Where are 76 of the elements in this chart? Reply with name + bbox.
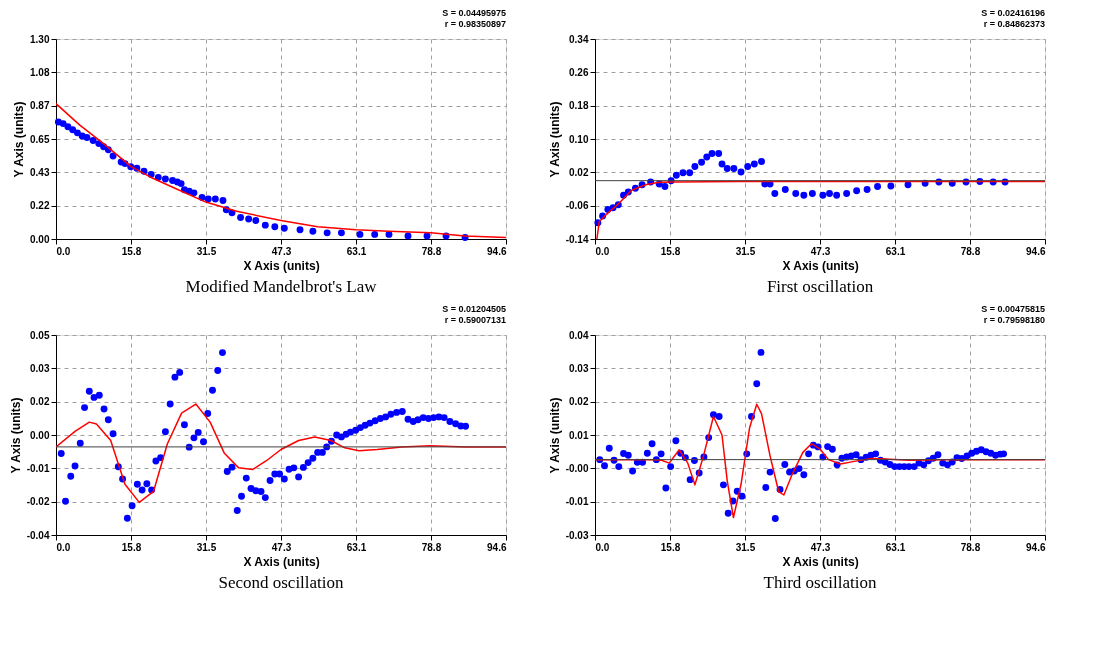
x-tick-label: 94.6	[487, 245, 507, 257]
text: r = 0.84862373	[983, 19, 1045, 29]
x-tick-label: 15.8	[121, 245, 142, 257]
x-tick-label: 47.3	[271, 245, 292, 257]
x-tick-label: 0.0	[56, 245, 71, 257]
x-tick-label: 31.5	[735, 245, 756, 257]
y-tick-label: 1.08	[30, 66, 50, 78]
x-tick-label: 15.8	[660, 245, 681, 257]
y-axis-title: Y Axis (units)	[547, 101, 562, 178]
text: Modified Mandelbrot's Law	[185, 277, 378, 296]
y-tick-label: -0.04	[26, 529, 50, 541]
x-tick-label: 78.8	[960, 245, 981, 257]
x-tick-label: 31.5	[735, 541, 756, 553]
y-axis-title: Y Axis (units)	[8, 397, 23, 474]
y-tick-label: 0.00	[30, 233, 50, 245]
x-tick-label: 94.6	[1026, 245, 1046, 257]
text: Second oscillation	[218, 573, 345, 592]
y-tick-label: -0.00	[565, 462, 589, 474]
x-tick-label: 31.5	[196, 541, 217, 553]
y-tick-label: 0.04	[569, 329, 589, 341]
x-tick-label: 94.6	[487, 541, 507, 553]
x-tick-label: 0.0	[595, 245, 610, 257]
x-axis-title: X Axis (units)	[782, 554, 859, 569]
y-tick-label: 0.43	[30, 166, 50, 178]
text: r = 0.79598180	[983, 315, 1045, 325]
y-tick-label: 0.26	[569, 66, 589, 78]
x-tick-label: 63.1	[346, 541, 367, 553]
x-axis-title: X Axis (units)	[782, 258, 859, 273]
x-tick-label: 31.5	[196, 245, 217, 257]
y-tick-label: 0.22	[30, 200, 50, 212]
x-tick-label: 47.3	[810, 541, 831, 553]
y-tick-label: 0.18	[569, 100, 589, 112]
x-tick-label: 78.8	[421, 541, 442, 553]
y-tick-label: -0.14	[565, 233, 589, 245]
x-tick-label: 0.0	[595, 541, 610, 553]
x-axis-title: X Axis (units)	[243, 554, 320, 569]
y-tick-label: 0.65	[30, 133, 50, 145]
y-tick-label: -0.01	[565, 496, 589, 508]
x-axis-title: X Axis (units)	[243, 258, 320, 273]
text: S = 0.02416196	[981, 8, 1045, 18]
text: r = 0.98350897	[444, 19, 506, 29]
x-tick-label: 63.1	[885, 541, 906, 553]
x-tick-label: 94.6	[1026, 541, 1046, 553]
y-tick-label: 0.02	[569, 166, 589, 178]
y-tick-label: 0.87	[30, 100, 50, 112]
y-tick-label: 0.10	[569, 133, 589, 145]
y-tick-label: 0.05	[30, 329, 50, 341]
y-tick-label: 0.02	[569, 396, 589, 408]
text: Third oscillation	[763, 573, 877, 592]
y-tick-label: -0.02	[26, 496, 50, 508]
x-tick-label: 15.8	[660, 541, 681, 553]
text: First oscillation	[766, 277, 874, 296]
y-tick-label: 0.01	[569, 429, 589, 441]
x-tick-label: 63.1	[346, 245, 367, 257]
y-tick-label: 0.34	[569, 33, 589, 45]
y-tick-label: -0.03	[565, 529, 589, 541]
y-tick-label: 0.02	[30, 396, 50, 408]
y-tick-label: 1.30	[30, 33, 50, 45]
y-tick-label: 0.00	[30, 429, 50, 441]
y-tick-label: 0.03	[569, 362, 589, 374]
y-axis-title: Y Axis (units)	[547, 397, 562, 474]
y-axis-title: Y Axis (units)	[12, 101, 27, 178]
x-tick-label: 47.3	[810, 245, 831, 257]
y-tick-label: -0.06	[565, 200, 589, 212]
text: r = 0.59007131	[444, 315, 506, 325]
x-tick-label: 63.1	[885, 245, 906, 257]
x-tick-label: 15.8	[121, 541, 142, 553]
text: S = 0.00475815	[981, 304, 1045, 314]
y-tick-label: -0.01	[26, 462, 50, 474]
text: S = 0.01204505	[442, 304, 506, 314]
y-tick-label: 0.03	[30, 362, 50, 374]
text: S = 0.04495975	[442, 8, 506, 18]
x-tick-label: 47.3	[271, 541, 292, 553]
x-tick-label: 78.8	[960, 541, 981, 553]
x-tick-label: 0.0	[56, 541, 71, 553]
x-tick-label: 78.8	[421, 245, 442, 257]
